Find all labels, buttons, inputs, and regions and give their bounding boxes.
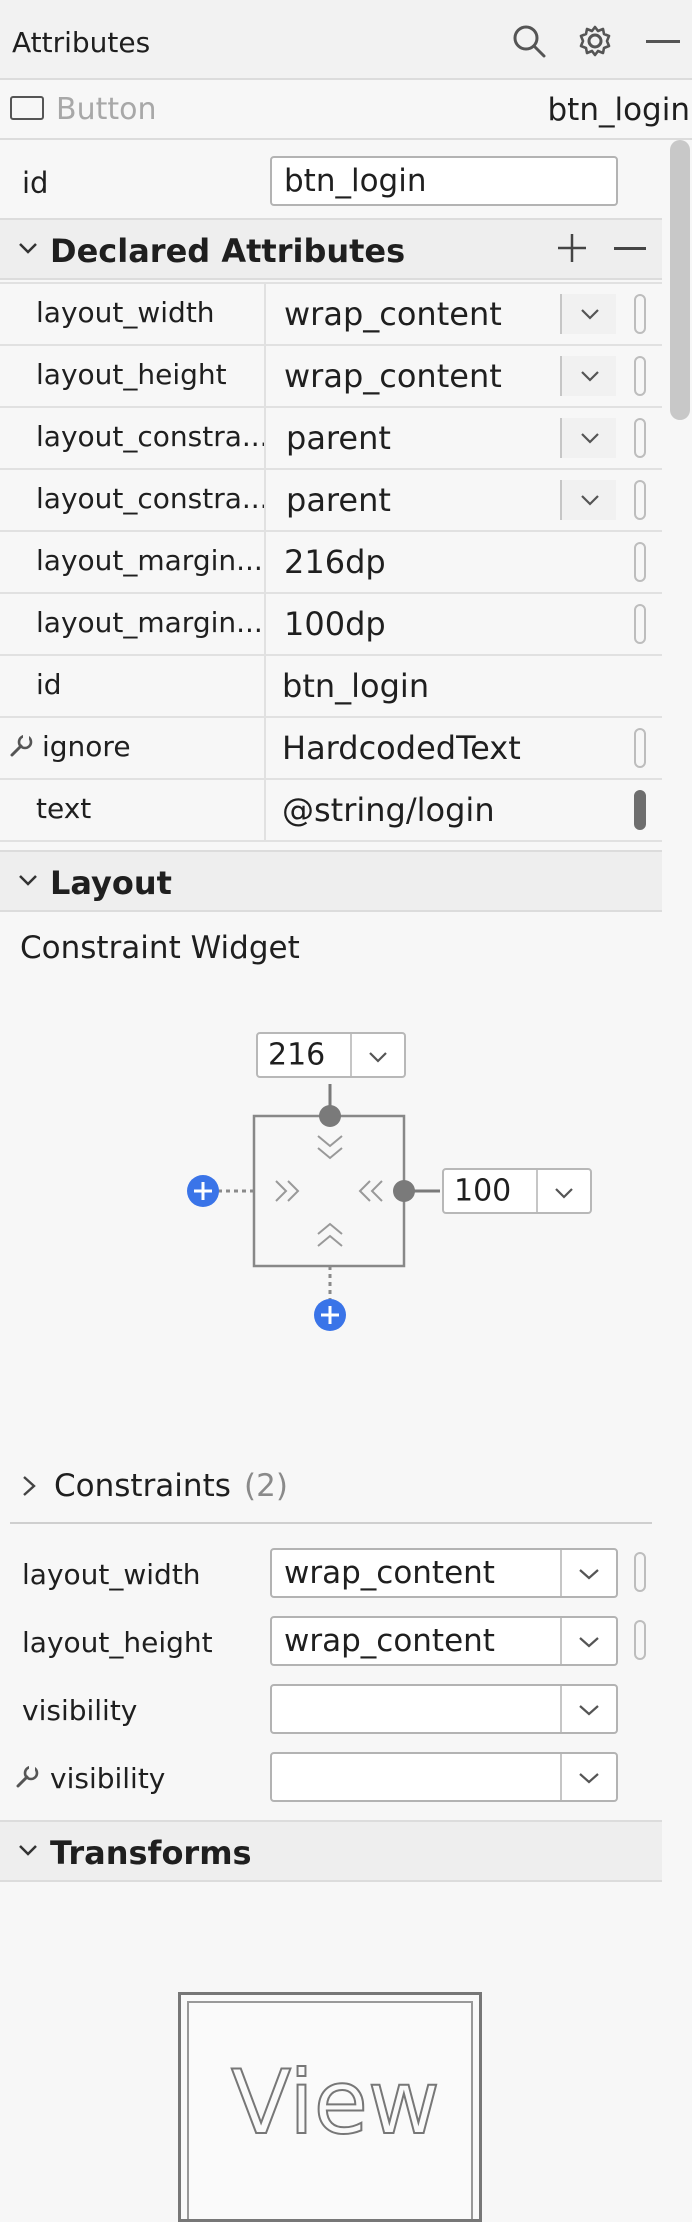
resource-picker[interactable] xyxy=(634,1620,646,1660)
minimize-icon[interactable] xyxy=(646,40,680,43)
layout-height-select[interactable]: wrap_content xyxy=(270,1616,618,1666)
attributes-panel-header: Attributes xyxy=(0,0,692,80)
dropdown-button[interactable] xyxy=(560,418,616,458)
resource-picker[interactable] xyxy=(634,728,646,768)
component-type: Button xyxy=(56,92,157,127)
chevron-down-icon xyxy=(16,868,40,892)
visibility-select[interactable] xyxy=(270,1684,618,1734)
right-margin-value: 100 xyxy=(454,1173,512,1209)
attr-name: layout_constra... xyxy=(36,482,269,515)
attr-value[interactable]: HardcodedText xyxy=(282,729,521,767)
constraint-widget-title: Constraint Widget xyxy=(20,930,300,966)
panel-scrollbar[interactable] xyxy=(670,140,690,420)
search-icon[interactable] xyxy=(512,24,546,58)
declared-attributes-title: Declared Attributes xyxy=(50,232,406,270)
tools-visibility-select[interactable] xyxy=(270,1752,618,1802)
view-preview: View xyxy=(178,1992,482,2222)
resource-picker[interactable] xyxy=(634,790,646,830)
dropdown-button[interactable] xyxy=(560,356,616,396)
gear-icon[interactable] xyxy=(578,24,612,58)
attr-name: text xyxy=(36,792,92,825)
layout-width-label: layout_width xyxy=(22,1558,201,1591)
chevron-down-icon[interactable] xyxy=(560,1618,616,1664)
resource-picker[interactable] xyxy=(634,294,646,334)
attr-value[interactable]: wrap_content xyxy=(284,357,502,395)
resource-picker[interactable] xyxy=(634,604,646,644)
declared-attributes-header[interactable]: Declared Attributes xyxy=(0,218,662,280)
add-bottom-constraint-button[interactable] xyxy=(313,1298,347,1332)
view-preview-label: View xyxy=(230,2050,441,2155)
attr-value[interactable]: btn_login xyxy=(282,667,430,705)
attr-value[interactable]: wrap_content xyxy=(284,295,502,333)
component-id: btn_login xyxy=(547,92,691,128)
id-input[interactable]: btn_login xyxy=(270,156,618,206)
dropdown-button[interactable] xyxy=(560,480,616,520)
layout-section-header[interactable]: Layout xyxy=(0,850,662,912)
attr-value[interactable]: 216dp xyxy=(284,543,386,581)
id-input-value: btn_login xyxy=(284,163,427,199)
divider xyxy=(0,138,692,140)
constraints-count: (2) xyxy=(244,1468,288,1504)
attr-name: layout_height xyxy=(36,358,227,391)
layout-width-value: wrap_content xyxy=(284,1555,495,1591)
visibility-label: visibility xyxy=(22,1694,138,1727)
attr-name: layout_margin... xyxy=(36,544,263,577)
chevron-down-icon[interactable] xyxy=(560,1754,616,1800)
attr-value[interactable]: parent xyxy=(286,419,391,457)
attr-name: layout_margin... xyxy=(36,606,263,639)
component-row: Button btn_login xyxy=(0,80,692,140)
button-widget-icon xyxy=(10,96,44,120)
transforms-title: Transforms xyxy=(50,1834,252,1872)
top-margin-value: 216 xyxy=(268,1037,326,1073)
resource-picker[interactable] xyxy=(634,1552,646,1592)
id-label: id xyxy=(22,166,49,200)
chevron-down-icon xyxy=(16,1838,40,1862)
divider xyxy=(10,1522,652,1524)
layout-height-label: layout_height xyxy=(22,1626,213,1659)
layout-height-value: wrap_content xyxy=(284,1623,495,1659)
resource-picker[interactable] xyxy=(634,542,646,582)
attr-name: layout_constra... xyxy=(36,420,269,453)
chevron-down-icon[interactable] xyxy=(560,1550,616,1596)
transforms-section-header[interactable]: Transforms xyxy=(0,1820,662,1882)
resource-picker[interactable] xyxy=(634,356,646,396)
constraint-widget: 216 100 xyxy=(0,1000,662,1360)
attr-value[interactable]: @string/login xyxy=(282,791,495,829)
attr-name: id xyxy=(36,668,62,701)
add-left-constraint-button[interactable] xyxy=(186,1174,220,1208)
attr-value[interactable]: 100dp xyxy=(284,605,386,643)
panel-title: Attributes xyxy=(12,26,151,59)
dropdown-button[interactable] xyxy=(560,294,616,334)
wrench-icon xyxy=(8,733,34,759)
top-margin-field[interactable]: 216 xyxy=(256,1032,406,1078)
attr-name: layout_width xyxy=(36,296,215,329)
chevron-down-icon xyxy=(16,236,40,260)
resource-picker[interactable] xyxy=(634,418,646,458)
top-margin-dropdown[interactable] xyxy=(350,1034,404,1076)
constraints-toggle[interactable]: Constraints (2) xyxy=(0,1462,662,1512)
layout-width-select[interactable]: wrap_content xyxy=(270,1548,618,1598)
chevron-right-icon xyxy=(20,1474,38,1498)
resource-picker[interactable] xyxy=(634,480,646,520)
chevron-down-icon[interactable] xyxy=(560,1686,616,1732)
right-margin-dropdown[interactable] xyxy=(536,1170,590,1212)
remove-attribute-icon[interactable] xyxy=(614,247,646,250)
tools-visibility-label: visibility xyxy=(50,1762,166,1795)
right-margin-field[interactable]: 100 xyxy=(442,1168,592,1214)
constraints-label: Constraints xyxy=(54,1468,231,1504)
add-attribute-icon[interactable] xyxy=(556,232,588,264)
wrench-icon xyxy=(14,1764,40,1790)
attr-name: ignore xyxy=(42,730,131,763)
layout-title: Layout xyxy=(50,864,172,902)
attr-value[interactable]: parent xyxy=(286,481,391,519)
